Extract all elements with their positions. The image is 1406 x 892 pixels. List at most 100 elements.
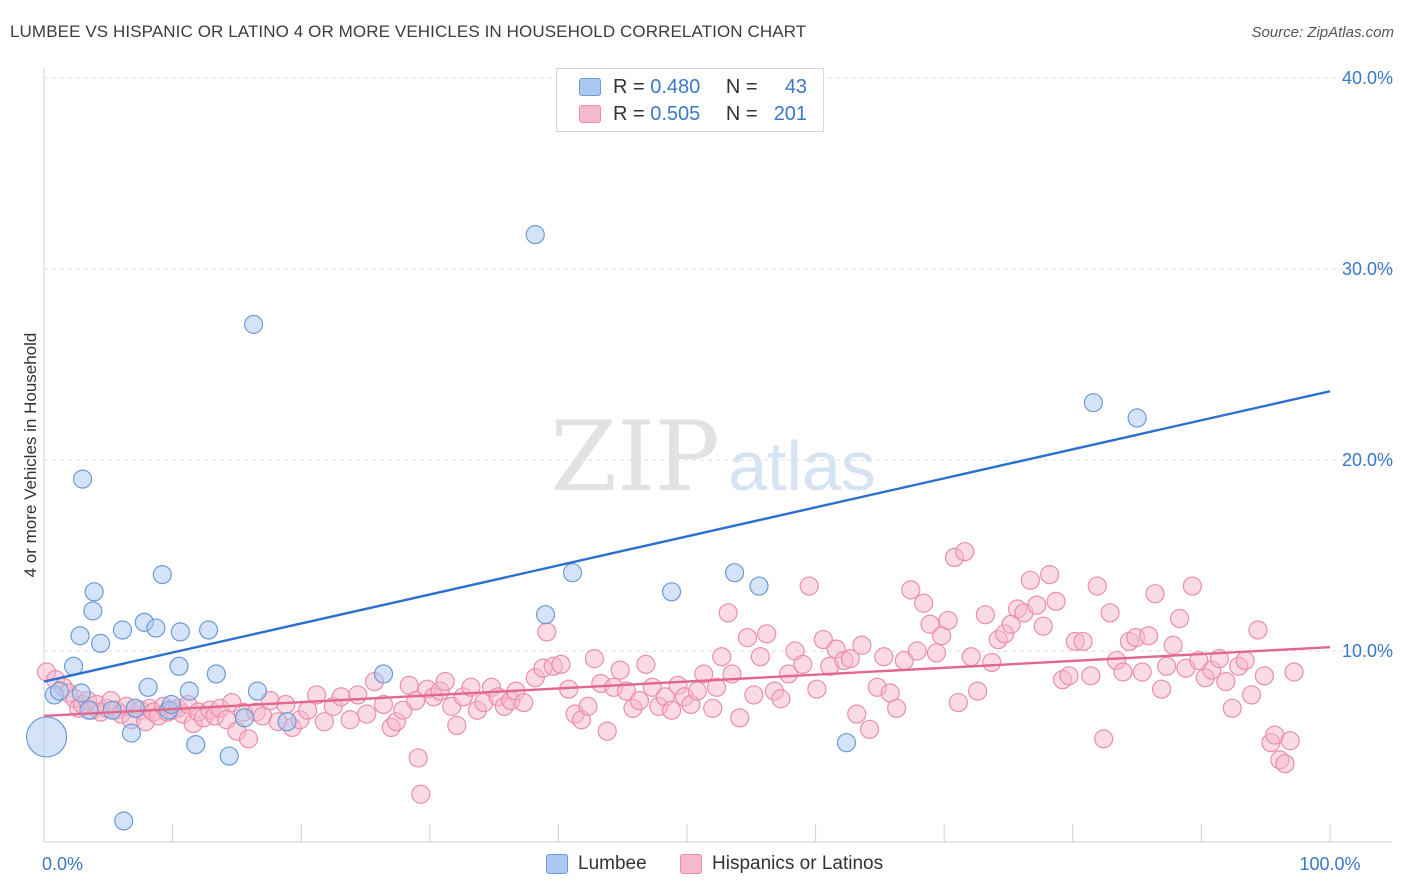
hispanic-point xyxy=(757,624,777,644)
x-tick-label: 0.0% xyxy=(42,854,83,874)
hispanic-point xyxy=(1100,603,1120,623)
hispanic-point xyxy=(712,647,732,667)
y-axis-label: 4 or more Vehicles in Household xyxy=(21,332,40,578)
hispanic-point xyxy=(408,748,428,768)
axes xyxy=(43,68,1392,843)
bottom-legend-lumbee: Lumbee xyxy=(546,851,647,877)
watermark-zip: ZIP xyxy=(550,401,719,513)
lumbee-point xyxy=(79,700,99,720)
bottom-legend-hispanic: Hispanics or Latinos xyxy=(680,851,883,877)
lumbee-point xyxy=(562,563,583,583)
hispanic-point xyxy=(703,698,723,718)
hispanic-point xyxy=(1046,591,1066,611)
hispanic-point xyxy=(373,694,394,715)
chart-title: LUMBEE VS HISPANIC OR LATINO 4 OR MORE V… xyxy=(10,22,807,41)
lumbee-legend-label: Lumbee xyxy=(578,853,647,874)
lumbee-point xyxy=(102,700,122,720)
hispanic-point xyxy=(955,542,975,562)
hispanic-point xyxy=(616,681,637,701)
lumbee-point xyxy=(206,664,226,684)
legend-r-label: R = xyxy=(613,75,645,98)
hispanic-swatch xyxy=(579,105,601,123)
correlation-legend: R = 0.480 N = 43 R = 0.505 N = 201 xyxy=(556,68,824,132)
lumbee-point xyxy=(138,677,158,697)
hispanic-point xyxy=(331,687,351,707)
hispanic-point xyxy=(1216,671,1236,692)
lumbee-point xyxy=(71,683,91,703)
lumbee-point xyxy=(247,681,268,701)
hispanic-point xyxy=(1241,685,1262,705)
lumbee-point xyxy=(161,694,181,715)
hispanic-point xyxy=(799,576,819,596)
lumbee-point xyxy=(219,746,239,766)
hispanic-point xyxy=(706,677,727,697)
hispanic-point xyxy=(514,692,534,713)
hispanic-point xyxy=(907,641,927,661)
hispanic-point xyxy=(730,708,750,728)
hispanic-point xyxy=(238,729,259,749)
lumbee-swatch xyxy=(579,78,601,96)
hispanic-point xyxy=(938,610,958,631)
hispanic-point xyxy=(1284,662,1304,682)
lumbee-point xyxy=(535,605,556,625)
legend-r-label: R = xyxy=(613,102,645,125)
hispanic-point xyxy=(687,681,707,701)
y-tick-label: 30.0% xyxy=(1342,259,1393,279)
hispanic-point xyxy=(737,628,758,648)
lumbee-point xyxy=(121,723,142,743)
legend-r-value: 0.480 xyxy=(650,75,701,98)
hispanic-point xyxy=(694,664,714,684)
hispanic-point xyxy=(629,691,650,711)
lumbee-point xyxy=(146,618,166,638)
hispanic-point xyxy=(661,700,682,720)
hispanic-point xyxy=(348,685,368,705)
hispanic-point xyxy=(578,696,598,716)
hispanic-point xyxy=(1182,576,1202,596)
lumbee-point xyxy=(70,626,90,646)
y-tick-label: 20.0% xyxy=(1342,450,1393,470)
hispanic-point xyxy=(1280,731,1300,751)
trend-lines xyxy=(43,390,1331,718)
lumbee-point xyxy=(25,716,68,758)
hispanic-point xyxy=(435,671,455,692)
hispanic-point xyxy=(447,715,467,736)
hispanic-point xyxy=(807,679,827,699)
hispanic-point xyxy=(926,643,947,663)
hispanic-point xyxy=(1145,584,1165,604)
lumbee-point xyxy=(170,622,190,642)
hispanic-legend-label: Hispanics or Latinos xyxy=(712,853,884,874)
lumbee-point xyxy=(724,563,745,583)
legend-row-lumbee: R = 0.480 N = 43 xyxy=(579,74,807,100)
hispanic-point xyxy=(1157,656,1177,676)
lumbee-point xyxy=(244,314,264,334)
hispanic-point xyxy=(975,605,995,625)
lumbee-point xyxy=(125,698,145,718)
grid-lines xyxy=(44,77,1392,652)
hispanic-point xyxy=(636,654,656,674)
hispanic-point xyxy=(1235,650,1255,671)
hispanic-point xyxy=(584,649,605,669)
lumbee-point xyxy=(235,708,255,728)
lumbee-legend-swatch xyxy=(546,854,568,874)
lumbee-points xyxy=(25,225,1147,831)
hispanic-point xyxy=(968,681,988,701)
hispanic-point xyxy=(1254,666,1275,686)
hispanic-point xyxy=(411,784,431,804)
lumbee-point xyxy=(179,681,199,701)
hispanic-point xyxy=(874,647,894,667)
lumbee-point xyxy=(90,633,111,653)
hispanic-point xyxy=(1189,650,1209,671)
lumbee-point xyxy=(83,601,103,621)
lumbee-point xyxy=(1083,393,1103,413)
hispanic-point xyxy=(357,704,377,724)
hispanic-point xyxy=(813,629,833,650)
hispanic-point xyxy=(1040,564,1060,585)
hispanic-point xyxy=(1059,666,1079,686)
lumbee-point xyxy=(199,620,219,640)
hispanic-point xyxy=(778,664,799,684)
lumbee-point xyxy=(49,681,70,701)
watermark-atlas: atlas xyxy=(728,427,876,505)
lumbee-point xyxy=(661,582,682,602)
hispanic-point xyxy=(771,689,791,709)
hispanic-point xyxy=(901,580,921,600)
